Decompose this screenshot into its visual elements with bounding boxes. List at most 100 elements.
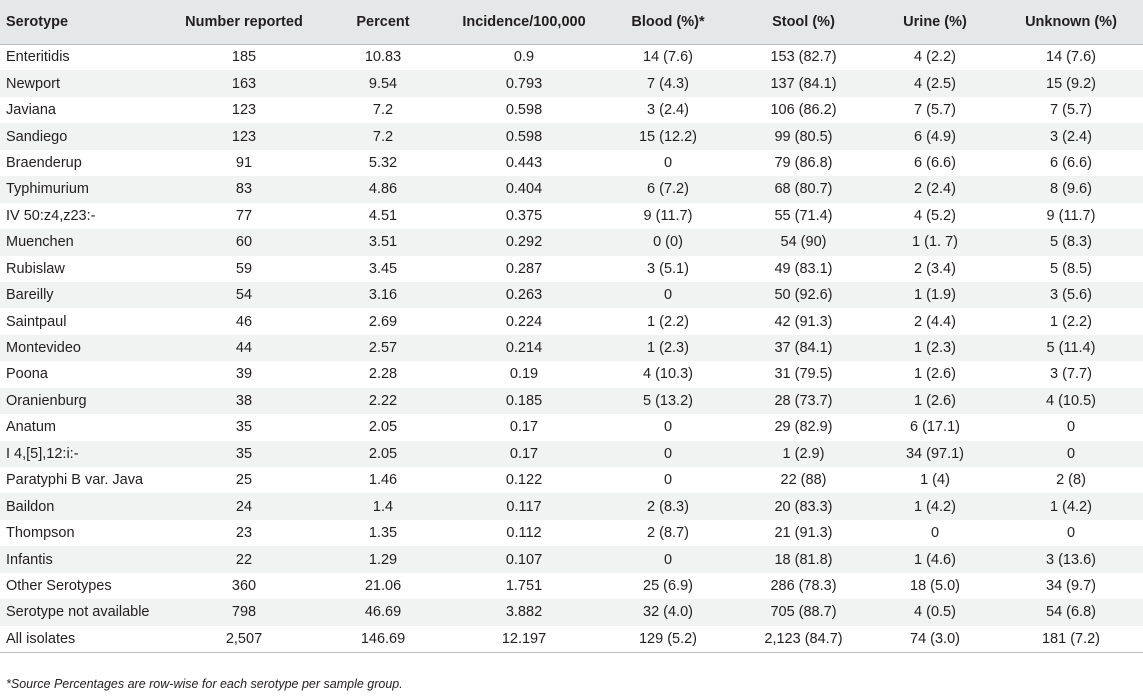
table-cell: 0.404 [505, 181, 543, 198]
table-cell: 4 (10.3) [643, 366, 693, 383]
serotype-name-cell: Newport [6, 75, 60, 92]
table-cell: 360 [231, 577, 257, 594]
table-cell: 6 (7.2) [647, 181, 689, 198]
table-row: Javiana 123 7.2 0.598 3 (2.4) 106 (86.2) 7 (5.… [0, 97, 1143, 123]
serotype-name-cell: Serotype not available [6, 604, 150, 621]
table-cell: 0.598 [505, 128, 543, 145]
table-cell: 20 (83.3) [774, 498, 833, 515]
table-cell: 4.86 [368, 181, 398, 198]
table-cell: 2.57 [368, 340, 398, 357]
table-cell: 2,507 [170, 625, 318, 653]
table-row: Bareilly 54 3.16 0.263 0 50 (92.6) 1 (1.9) 3 (5… [0, 281, 1143, 309]
table-cell: 0.185 [505, 392, 543, 409]
table-cell: 15 (12.2) [638, 128, 698, 145]
serotype-name-cell: Enteritidis [6, 49, 70, 66]
table-cell: 123 [231, 102, 257, 119]
table-cell: 7.2 [372, 128, 394, 145]
column-header: Blood (%)* [600, 0, 736, 45]
table-cell: 137 (84.1) [770, 75, 837, 92]
table-cell: 6 (17.1) [910, 419, 960, 436]
table-cell: 5.32 [368, 154, 398, 171]
serotype-name-cell: Thompson [6, 525, 75, 542]
table-cell: 14 (7.6) [643, 49, 693, 66]
table-cell: 129 (5.2) [600, 625, 736, 653]
table-row: Serotype not available 798 46.69 3.882 32 (4… [0, 599, 1143, 626]
table-cell: 2.69 [368, 313, 398, 330]
table-row: Enteritidis 185 10.83 0.9 14 (7.6) 153 (82.7)… [0, 44, 1143, 70]
serotype-name-cell: Montevideo [6, 340, 81, 357]
table-cell: 0.112 [506, 525, 542, 542]
table-cell: 2.05 [368, 445, 398, 462]
table-cell: 28 (73.7) [774, 392, 833, 409]
table-cell: 0 [663, 472, 673, 489]
table-cell: 0.17 [509, 445, 539, 462]
table-cell: 3 (5.6) [1050, 287, 1092, 304]
table-row: Other Serotypes 360 21.06 1.751 25 (6.9) 286 … [0, 573, 1143, 599]
table-cell: 7 (5.7) [914, 102, 956, 119]
table-row: Poona 39 2.28 0.19 4 (10.3) 31 (79.5) 1 (2.6) 3… [0, 361, 1143, 387]
table-cell: 1 (1.9) [914, 287, 956, 304]
table-cell: 21.06 [364, 577, 402, 594]
table-cell: 6 (6.6) [914, 154, 956, 171]
table-cell: 2 (8.3) [647, 498, 689, 515]
table-cell: 31 (79.5) [774, 366, 833, 383]
table-cell: 21 (91.3) [774, 525, 833, 542]
table-cell: 0.263 [505, 287, 543, 304]
table-cell: 0 [663, 419, 673, 436]
table-cell: 0.117 [506, 498, 542, 515]
table-row: Muenchen 60 3.51 0.292 0 (0) 54 (90) 1 (1. 7) 5… [0, 229, 1143, 256]
header-row: Serotype Number reported Percent Incidence/… [0, 0, 1143, 45]
column-header: Serotype [0, 0, 170, 45]
table-cell: 4 (10.5) [1046, 392, 1096, 409]
table-cell: 123 [231, 128, 257, 145]
table-header: Serotype Number reported Percent Incidence/… [0, 0, 1143, 45]
table-cell: 6 (4.9) [914, 128, 956, 145]
table-row: Paratyphi B var. Java 25 1.46 0.122 0 22 (88)… [0, 467, 1143, 493]
table-footnote: *Source Percentages are row-wise for eac… [6, 677, 403, 691]
table-cell: 18 (5.0) [910, 577, 960, 594]
table-cell: 60 [235, 234, 253, 251]
serotype-name-cell: Baildon [6, 498, 55, 515]
table-cell: 68 (80.7) [774, 181, 833, 198]
table-cell: 2 (2.4) [914, 181, 956, 198]
table-row: Oranienburg 38 2.22 0.185 5 (13.2) 28 (73.7) 1… [0, 387, 1143, 415]
table-cell: 91 [235, 154, 253, 171]
table-cell: 0 [1066, 419, 1076, 436]
serotype-name-cell: Oranienburg [6, 392, 87, 409]
table-cell: 0.9 [513, 49, 535, 66]
table-cell: 49 (83.1) [774, 260, 833, 277]
table-cell: 0.107 [505, 551, 543, 568]
serotype-name-cell: Paratyphi B var. Java [6, 472, 144, 489]
table-cell: 1.4 [372, 498, 394, 515]
serotype-name-cell: Muenchen [6, 234, 74, 251]
table-cell: 38 [235, 392, 253, 409]
table-cell: 9 (11.7) [643, 207, 693, 224]
table-cell: 46 [235, 313, 253, 330]
table-row: Montevideo 44 2.57 0.214 1 (2.3) 37 (84.1) 1 (… [0, 334, 1143, 362]
table-cell: 32 (4.0) [643, 604, 693, 621]
table-cell: 3.51 [368, 234, 398, 251]
table-cell: 9 (11.7) [1046, 207, 1096, 224]
table-cell: 0 [1066, 525, 1076, 542]
table-cell: 14 (7.6) [1046, 49, 1096, 66]
table-cell: 2 (3.4) [914, 260, 956, 277]
table-cell: 0.598 [505, 102, 543, 119]
table-cell: 25 [235, 472, 253, 489]
serotype-name-cell: Infantis [6, 551, 53, 568]
table-row: Newport 163 9.54 0.793 7 (4.3) 137 (84.1) 4 (2… [0, 70, 1143, 97]
table-cell: 2 (4.4) [914, 313, 956, 330]
table-cell: 4 (2.2) [914, 49, 956, 66]
table-cell: 2 (8.7) [647, 525, 689, 542]
table-cell: 1 (2.2) [1050, 313, 1092, 330]
table-cell: 5 (8.5) [1050, 260, 1092, 277]
table-cell: 1 (4) [920, 472, 950, 489]
table-cell: 54 (6.8) [1046, 604, 1096, 621]
column-header: Stool (%) [736, 0, 871, 45]
table-cell: 705 (88.7) [770, 604, 837, 621]
table-cell: 79 (86.8) [774, 154, 833, 171]
table-cell: 83 [235, 181, 253, 198]
table-cell: 99 (80.5) [774, 128, 833, 145]
table-row: Thompson 23 1.35 0.112 2 (8.7) 21 (91.3) 0 0 [0, 520, 1143, 546]
table-cell: 59 [235, 260, 253, 277]
table-cell: 8 (9.6) [1050, 181, 1092, 198]
